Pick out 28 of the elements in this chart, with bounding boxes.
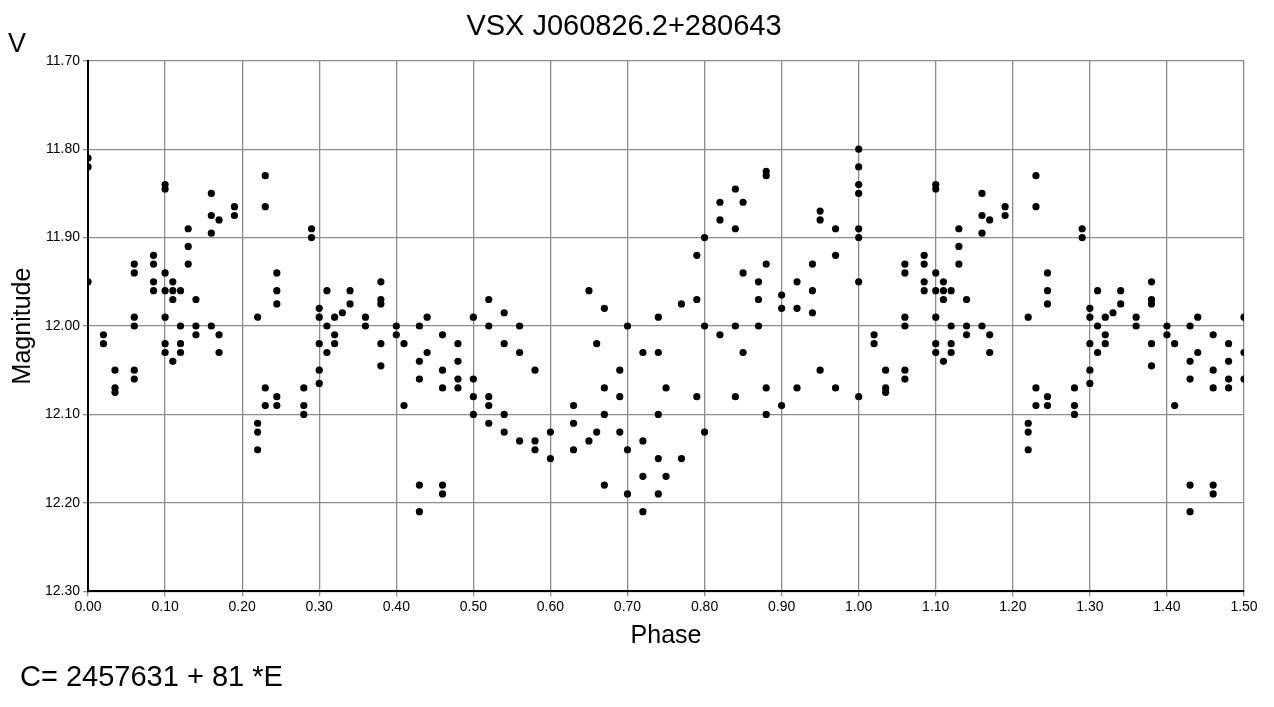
y-tick-label: 12.20 bbox=[44, 493, 81, 510]
y-tick-label: 12.10 bbox=[44, 405, 81, 422]
x-tick-label: 1.30 bbox=[1076, 598, 1104, 615]
x-tick-label: 0.30 bbox=[305, 598, 334, 615]
y-tick-label: 11.80 bbox=[46, 140, 81, 157]
x-tick-label: 0.40 bbox=[382, 598, 411, 615]
x-tick-label: 0.20 bbox=[228, 598, 256, 615]
text: C= 2457631 + 81 *E bbox=[20, 660, 283, 692]
x-tick-label: 0.90 bbox=[767, 598, 796, 615]
x-tick-label: 0.60 bbox=[536, 598, 565, 615]
x-tick-label: 0.50 bbox=[459, 598, 488, 615]
text: V bbox=[8, 28, 27, 58]
y-axis-title: Magnitude bbox=[6, 267, 35, 385]
y-tick-label: 11.90 bbox=[46, 228, 81, 245]
x-tick-label: 0.10 bbox=[151, 598, 179, 615]
x-tick-label: 1.00 bbox=[845, 598, 873, 615]
x-tick-label: 0.00 bbox=[74, 598, 102, 615]
x-tick-label: 1.10 bbox=[922, 598, 950, 615]
x-tick-label: 1.40 bbox=[1153, 598, 1181, 615]
x-axis-title: Phase bbox=[630, 619, 702, 648]
x-tick-label: 1.20 bbox=[999, 598, 1027, 615]
x-tick-label: 0.70 bbox=[613, 598, 642, 615]
x-tick-label: 0.80 bbox=[690, 598, 719, 615]
y-tick-label: 12.00 bbox=[44, 316, 81, 333]
y-tick-label: 11.70 bbox=[46, 51, 81, 68]
y-tick-label: 12.30 bbox=[44, 582, 81, 599]
chart-title: VSX J060826.2+280643 bbox=[466, 9, 782, 42]
x-tick-label: 1.50 bbox=[1230, 598, 1258, 615]
